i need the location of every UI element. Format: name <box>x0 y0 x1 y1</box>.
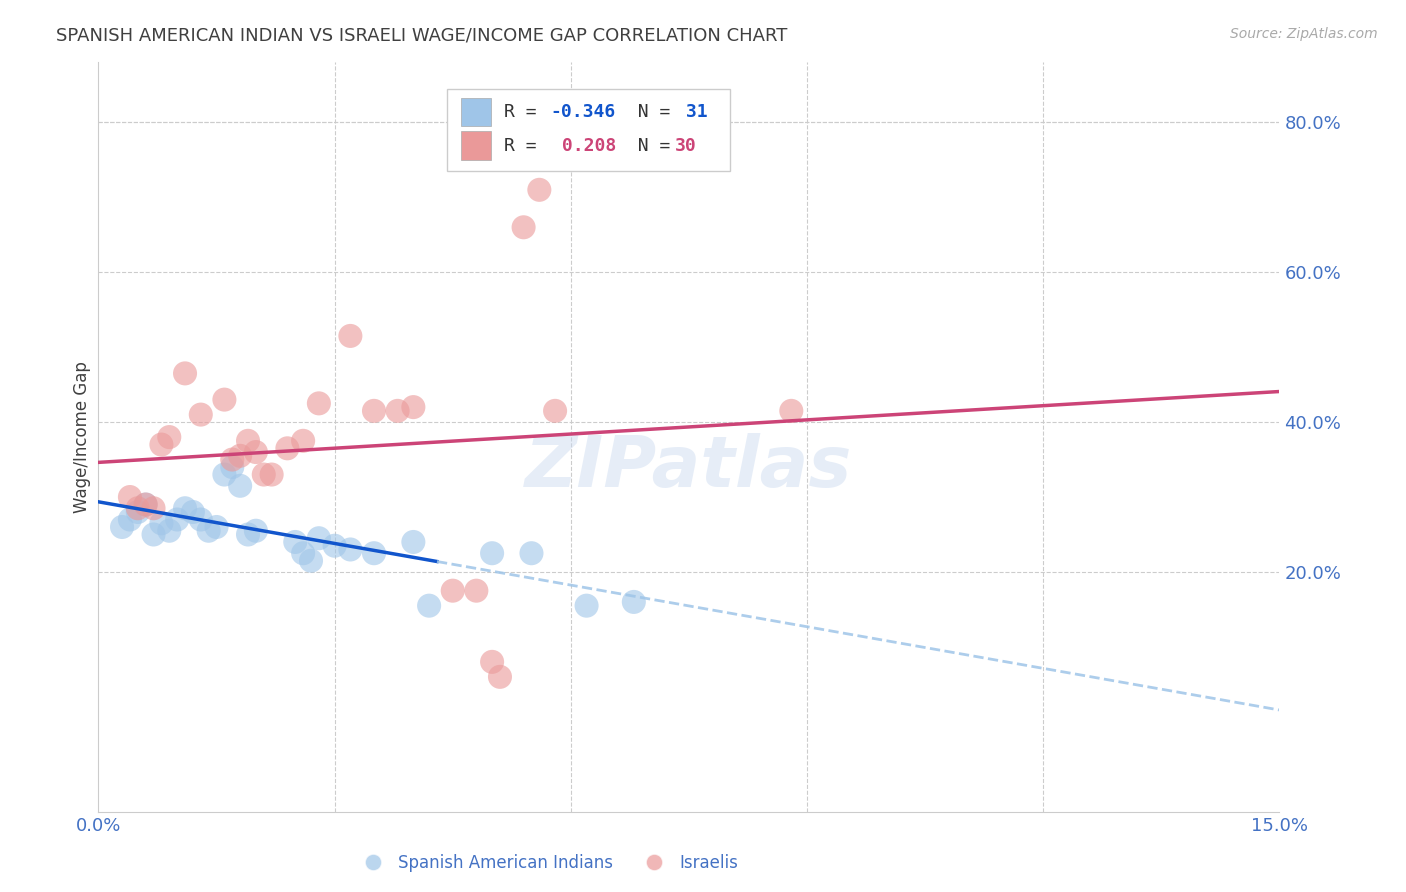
Point <box>142 501 165 516</box>
Point <box>174 367 197 381</box>
Text: 30: 30 <box>675 136 696 154</box>
Point <box>157 524 180 538</box>
Point <box>221 460 243 475</box>
Point <box>236 527 259 541</box>
Point <box>221 452 243 467</box>
Text: N =: N = <box>616 103 681 121</box>
Point <box>245 524 267 538</box>
Point <box>339 542 361 557</box>
Point <box>481 546 503 560</box>
Point <box>118 512 141 526</box>
Point <box>308 396 330 410</box>
Text: -0.346: -0.346 <box>551 103 616 121</box>
Point <box>780 404 803 418</box>
Point <box>135 498 157 512</box>
Text: SPANISH AMERICAN INDIAN VS ISRAELI WAGE/INCOME GAP CORRELATION CHART: SPANISH AMERICAN INDIAN VS ISRAELI WAGE/… <box>56 27 787 45</box>
Y-axis label: Wage/Income Gap: Wage/Income Gap <box>73 361 91 513</box>
Point <box>575 599 598 613</box>
Point <box>544 404 567 418</box>
Point <box>465 583 488 598</box>
Point <box>489 670 512 684</box>
Text: N =: N = <box>616 136 681 154</box>
Point <box>387 404 409 418</box>
Point <box>292 546 315 560</box>
Text: Source: ZipAtlas.com: Source: ZipAtlas.com <box>1230 27 1378 41</box>
Point <box>190 512 212 526</box>
Point <box>127 501 149 516</box>
Point <box>181 505 204 519</box>
Point <box>260 467 283 482</box>
Point <box>623 595 645 609</box>
Point <box>363 404 385 418</box>
Point <box>292 434 315 448</box>
Point <box>197 524 219 538</box>
Point <box>402 400 425 414</box>
Point <box>529 183 551 197</box>
Point <box>284 535 307 549</box>
Point <box>111 520 134 534</box>
Point <box>229 449 252 463</box>
Point <box>323 539 346 553</box>
Point <box>402 535 425 549</box>
Point <box>150 437 173 451</box>
Text: 31: 31 <box>675 103 707 121</box>
Point <box>308 531 330 545</box>
Point <box>418 599 440 613</box>
Point <box>127 505 149 519</box>
Point <box>299 554 322 568</box>
Text: 0.208: 0.208 <box>551 136 616 154</box>
Point <box>253 467 276 482</box>
Point <box>441 583 464 598</box>
Legend: Spanish American Indians, Israelis: Spanish American Indians, Israelis <box>350 847 745 879</box>
FancyBboxPatch shape <box>461 97 491 126</box>
Point <box>214 467 236 482</box>
Text: R =: R = <box>503 103 547 121</box>
Point <box>520 546 543 560</box>
Point <box>512 220 534 235</box>
Point <box>118 490 141 504</box>
Point <box>276 442 298 456</box>
Point <box>190 408 212 422</box>
Point <box>236 434 259 448</box>
Text: ZIPatlas: ZIPatlas <box>526 433 852 501</box>
Point <box>363 546 385 560</box>
Point <box>245 445 267 459</box>
FancyBboxPatch shape <box>447 88 730 171</box>
Point <box>157 430 180 444</box>
Text: R =: R = <box>503 136 547 154</box>
Point <box>166 512 188 526</box>
Point <box>142 527 165 541</box>
Point <box>214 392 236 407</box>
Point <box>229 479 252 493</box>
Point <box>339 329 361 343</box>
Point <box>135 498 157 512</box>
Point <box>481 655 503 669</box>
Point <box>174 501 197 516</box>
FancyBboxPatch shape <box>461 131 491 160</box>
Point <box>150 516 173 531</box>
Point <box>205 520 228 534</box>
